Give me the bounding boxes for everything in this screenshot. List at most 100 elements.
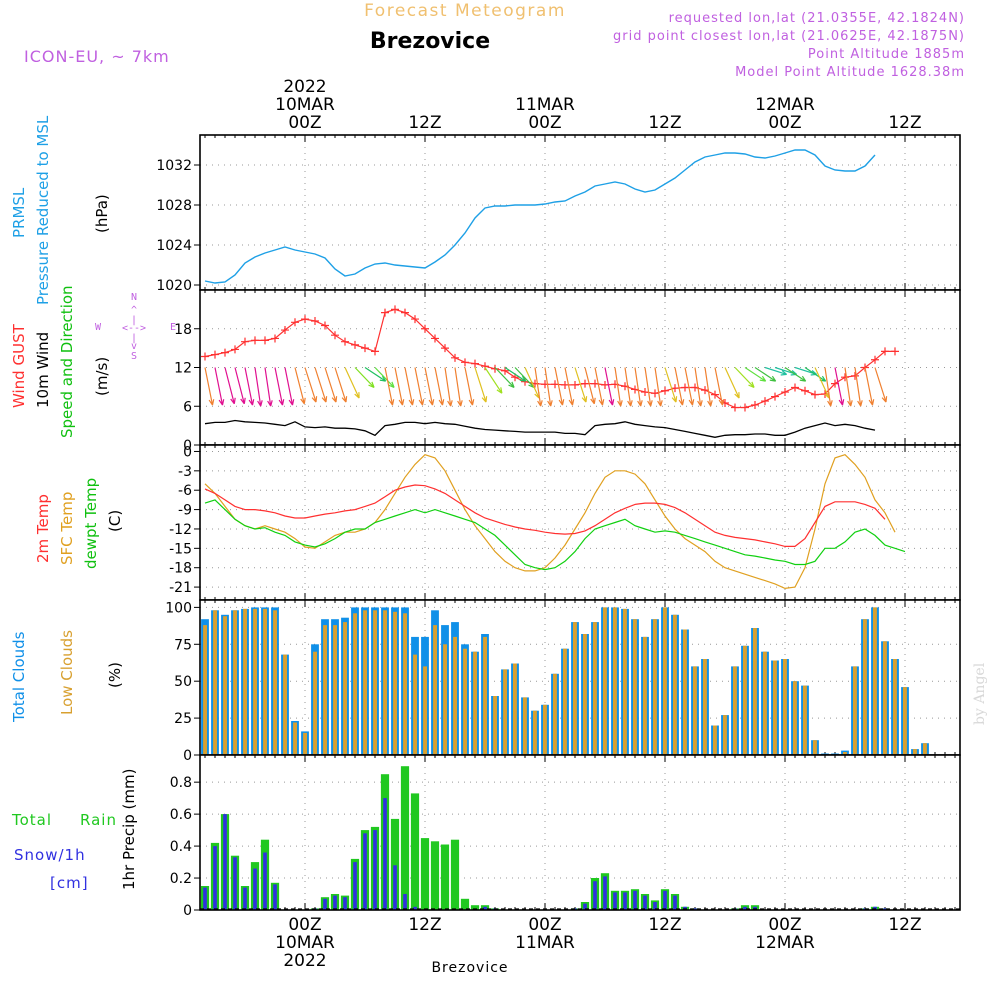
wind-direction-arrow [724, 367, 740, 399]
gust-marker [381, 308, 389, 317]
top-date-label: 10MAR [275, 95, 335, 115]
low-cloud-bar [913, 749, 917, 755]
low-cloud-bar [323, 625, 327, 755]
wind-direction-arrow [594, 367, 605, 406]
wind-direction-arrow [544, 367, 553, 407]
low-cloud-bar [883, 641, 887, 755]
wind-direction-arrow [734, 367, 755, 389]
wind-direction-arrow [264, 367, 273, 407]
gust-marker [601, 380, 609, 389]
ytick-label-wind: 18 [174, 322, 192, 338]
low-cloud-bar [753, 628, 757, 755]
bottom-hour-label: 00Z [528, 915, 561, 935]
precip-unit: 1hr Precip (mm) [120, 769, 138, 890]
low-cloud-bar [553, 673, 557, 755]
panel-prmsl: 1020 1024 1028 1032 [156, 134, 961, 294]
gust-marker [401, 308, 409, 317]
wind-direction-arrow [244, 367, 255, 406]
top-year-label: 2022 [283, 77, 326, 97]
prmsl-label: PRMSL [10, 187, 28, 238]
wind-direction-arrow [274, 367, 285, 406]
panel-bg-temperature [200, 445, 960, 600]
dewpt-line [204, 499, 906, 571]
model-label: ICON-EU, ~ 7km [24, 47, 170, 66]
wind-direction-arrow [204, 367, 215, 406]
gust-marker [771, 392, 779, 401]
top-hour-label: 12Z [408, 113, 441, 133]
low-cloud-bar [333, 625, 337, 755]
low-cloud-bar [473, 651, 477, 755]
snow-bar [603, 876, 607, 910]
ytick-label-precip: 0.2 [170, 871, 192, 887]
top-hour-label: 12Z [888, 113, 921, 133]
gust-marker [351, 340, 359, 349]
gust-marker [881, 347, 889, 356]
super-title: Forecast Meteogram [364, 1, 566, 21]
wind-direction-arrow [764, 366, 788, 376]
svg-text:|: | [131, 315, 137, 326]
low-cloud-bar [703, 659, 707, 755]
location-title: Brezovice [370, 29, 490, 54]
gust-marker [641, 388, 649, 397]
ytick-label-clouds: 0 [183, 748, 192, 764]
ytick-label-temperature: -21 [169, 580, 192, 596]
gust-marker [271, 334, 279, 343]
wind-direction-arrow [704, 367, 713, 407]
gust-marker [211, 350, 219, 359]
ytick-label-clouds: 50 [174, 674, 192, 690]
low-cloud-bar [403, 613, 407, 755]
wind-direction-arrow [324, 367, 338, 403]
clouds-unit: (%) [106, 662, 124, 688]
wind-direction-arrow [694, 367, 703, 407]
wind-direction-arrow [874, 367, 888, 403]
low-cloud-bar [463, 648, 467, 755]
snow-bar [223, 814, 227, 910]
bottom-hour-label: 12Z [648, 915, 681, 935]
low-cloud-bar [873, 607, 877, 755]
rain-bar [460, 898, 470, 910]
snow-bar [623, 892, 627, 910]
panels: 1020 1024 1028 1032 0 6 12 18 0 -3 -6 -9 -12 -15 -18 -2… [156, 134, 961, 919]
snow-bar [663, 890, 667, 910]
panel-temperature: 0 -3 -6 -9 -12 -15 -18 -21 [169, 444, 961, 601]
wind-direction-arrow [504, 366, 527, 382]
wind-direction-arrow [684, 367, 695, 406]
low-cloud-bar [623, 608, 627, 755]
low-cloud-bar [653, 619, 657, 755]
low-cloud-bar [803, 685, 807, 755]
ytick-label-precip: 0.8 [170, 775, 192, 791]
low-cloud-bar [853, 666, 857, 755]
top-hour-label: 00Z [768, 113, 801, 133]
gust-marker [221, 348, 229, 357]
low-cloud-bar [483, 636, 487, 755]
gust-marker [391, 305, 399, 314]
wind-direction-arrow [334, 367, 348, 403]
temp-labels: 2m Temp SFC Temp dewpt Temp (C) [34, 478, 124, 569]
gust-line [204, 308, 895, 409]
wind-direction-arrow [424, 367, 435, 406]
gust-marker [741, 403, 749, 412]
low-cloud-bar [733, 666, 737, 755]
bottom-hour-label: 12Z [888, 915, 921, 935]
svg-text:v: v [131, 341, 137, 352]
dewpt-label: dewpt Temp [82, 478, 100, 569]
low-cloud-bar [383, 610, 387, 755]
svg-text:|: | [131, 333, 137, 344]
rain-bar [440, 844, 450, 910]
snow-bar [673, 895, 677, 910]
low-cloud-bar [213, 610, 217, 755]
low-cloud-bar [363, 610, 367, 755]
snow-bar [403, 894, 407, 910]
low-cloud-bar [723, 715, 727, 755]
bottom-hour-label: 00Z [288, 915, 321, 935]
low-cloud-bar [743, 645, 747, 755]
model-point-altitude: Model Point Altitude 1628.38m [735, 65, 965, 80]
low-cloud-bar [813, 740, 817, 755]
temp-unit: (C) [106, 510, 124, 532]
gust-marker [421, 324, 429, 333]
gust-marker [571, 380, 579, 389]
low-cloud-bar [413, 654, 417, 755]
gust-marker [811, 390, 819, 399]
wind-direction-arrow [564, 367, 575, 406]
